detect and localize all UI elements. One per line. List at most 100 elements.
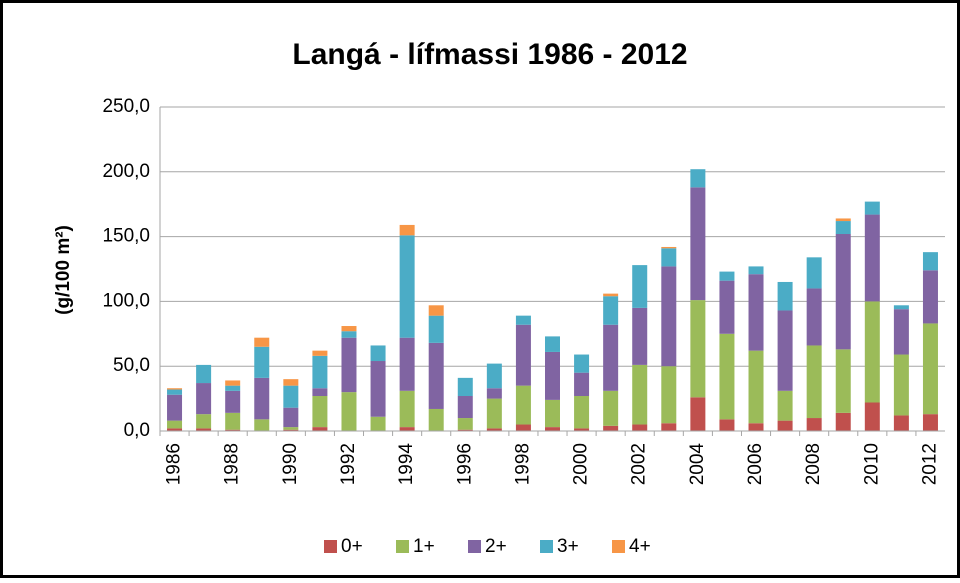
bar-segment [312,355,328,389]
bar-segment [399,337,415,391]
bar-segment [312,427,328,431]
bar-segment [603,296,619,325]
bar-segment [835,218,851,222]
bar-segment [690,300,706,398]
bar-segment [515,385,531,425]
x-tick-label: 1988 [222,443,243,485]
bar-segment [486,363,502,389]
bar-segment [283,379,299,386]
bar-segment [893,415,909,431]
bar-segment [399,224,415,236]
bar-segment [370,361,386,417]
y-axis-title: (g/100 m²) [53,225,74,315]
bar-segment [893,354,909,416]
legend-swatch [324,540,337,553]
bar-segment [225,385,241,391]
bar-segment [515,424,531,431]
bar-segment [341,326,357,332]
bar-segment [196,428,212,431]
bar-segment [864,301,880,403]
bar-segment [661,248,677,267]
bar-segment [661,423,677,431]
bar-segment [661,266,677,367]
bar-segment [719,271,735,281]
bar-segment [603,390,619,426]
legend-label: 2+ [485,536,507,557]
bar-segment [283,427,299,430]
bar-segment [835,234,851,350]
bar-segment [893,305,909,310]
bar-segment [399,235,415,338]
bar-segment [632,424,648,431]
bar-segment [806,418,822,431]
bar-segment [370,416,386,431]
y-tick-label: 250,0 [102,96,150,117]
bar-segment [661,366,677,424]
bar-segment [603,324,619,391]
bar-segment [806,257,822,289]
bar-segment [254,377,270,420]
bar-segment [835,412,851,431]
bar-segment [312,388,328,397]
bar-segment [719,419,735,431]
y-tick-label: 150,0 [102,226,150,247]
bar-segment [167,389,183,395]
bar-segment [632,265,648,308]
bar-segment [574,428,590,431]
bar-segment [457,429,473,431]
bar-segment [748,350,764,424]
bar-segment [632,307,648,365]
bar-segment [545,427,560,431]
legend-swatch [396,540,409,553]
bar-segment [196,364,212,384]
bar-segment [690,397,706,431]
x-tick-label: 2002 [629,443,650,485]
bar-segment [457,418,473,430]
legend-label: 3+ [557,536,579,557]
bar-segment [167,428,183,431]
legend-label: 0+ [341,536,363,557]
x-tick-label: 1998 [512,443,533,485]
bar-segment [864,402,880,431]
bar-segment [225,429,241,431]
bar-segment [922,414,938,431]
legend-swatch [468,540,481,553]
bar-segment [254,346,270,378]
bar-segment [690,169,706,188]
bar-segment [719,333,735,420]
bar-segment [167,388,183,390]
bar-segment [515,324,531,386]
x-tick-label: 1994 [396,443,417,486]
x-tick-label: 2000 [571,443,592,485]
bar-segment [748,266,764,275]
bar-segment [835,349,851,413]
bar-segment [312,350,328,356]
y-tick-label: 100,0 [102,290,150,311]
x-tick-label: 2010 [861,443,882,485]
legend-swatch [540,540,553,553]
legend-swatch [612,540,625,553]
bar-segment [603,293,619,297]
bar-segment [457,377,473,397]
x-tick-label: 1992 [338,443,359,485]
x-tick-label: 1996 [454,443,475,485]
bar-segment [283,385,299,408]
y-tick-label: 0,0 [124,420,150,441]
bar-segment [922,270,938,324]
bar-segment [574,372,590,397]
bar-segment [545,399,560,428]
bar-segment [719,280,735,334]
bar-segment [777,420,793,431]
bar-segment [312,396,328,428]
bar-segment [574,396,590,429]
bar-segment [196,414,212,429]
bar-segment [515,315,531,325]
bar-segment [486,428,502,431]
bar-segment [254,337,270,347]
bar-segment [283,407,299,428]
bar-segment [922,323,938,415]
bar-segment [341,331,357,338]
bar-segment [777,390,793,421]
